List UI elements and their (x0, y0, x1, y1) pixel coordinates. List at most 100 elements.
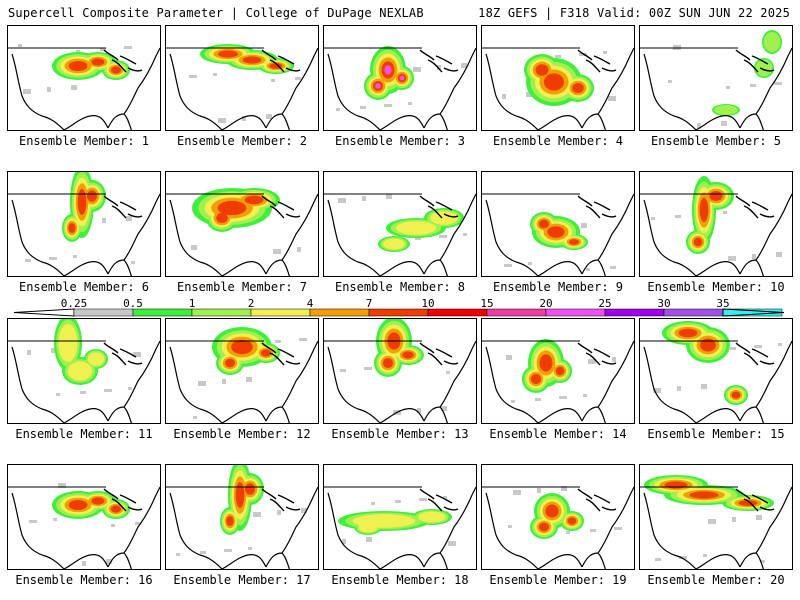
colorbar-segment (604, 308, 665, 317)
ensemble-panel-4 (481, 25, 635, 131)
us-map (640, 176, 792, 276)
low-parameter-speckles (342, 496, 456, 546)
ensemble-panel-17 (165, 464, 319, 570)
low-parameter-speckles (508, 486, 622, 534)
panel-label: Ensemble Member: 13 (331, 427, 469, 441)
colorbar-segment (663, 308, 724, 317)
great-lakes (577, 342, 617, 366)
ensemble-panel-2 (165, 25, 319, 131)
scp-field (200, 44, 294, 74)
title-left: Supercell Composite Parameter | College … (8, 6, 424, 20)
ensemble-panel-10 (639, 171, 793, 277)
coastline (11, 47, 160, 130)
ensemble-panel-1 (7, 25, 161, 131)
us-map (482, 486, 634, 569)
scp-field (530, 212, 588, 250)
great-lakes (103, 342, 143, 366)
coastline (169, 340, 318, 423)
ensemble-panel-15 (639, 318, 793, 424)
us-map (166, 327, 318, 423)
great-lakes (103, 49, 143, 73)
ensemble-panel-12 (165, 318, 319, 424)
us-map (8, 483, 160, 569)
colorbar-tick-label: 0.5 (123, 297, 143, 310)
title-right: 18Z GEFS | F318 Valid: 00Z SUN JUN 22 20… (478, 6, 790, 20)
coastline (643, 193, 792, 276)
scp-field (686, 176, 734, 254)
coastline (485, 47, 634, 130)
great-lakes (735, 488, 775, 512)
coastline (643, 486, 792, 569)
header: Supercell Composite Parameter | College … (0, 0, 800, 24)
ensemble-panel-14 (481, 318, 635, 424)
colorbar-tick-label: 20 (539, 297, 552, 310)
ensemble-panel-16 (7, 464, 161, 570)
us-map (640, 321, 792, 423)
low-parameter-speckles (29, 483, 141, 566)
panel-label: Ensemble Member: 6 (18, 280, 150, 294)
great-lakes (735, 195, 775, 219)
scp-field (662, 321, 748, 405)
scp-field (62, 172, 106, 242)
coastline (327, 47, 476, 130)
scp-field (212, 327, 280, 375)
great-lakes (103, 195, 143, 219)
great-lakes (577, 195, 617, 219)
us-map (324, 486, 476, 569)
colorbar-tick-label: 25 (598, 297, 611, 310)
us-map (640, 475, 792, 569)
colorbar-tick-label: 10 (421, 297, 434, 310)
coastline (327, 193, 476, 276)
panel-label: Ensemble Member: 4 (492, 134, 624, 148)
ensemble-panel-9 (481, 171, 635, 277)
coastline (169, 193, 318, 276)
low-parameter-speckles (18, 44, 132, 94)
low-parameter-speckles (506, 355, 616, 403)
colorbar-tick-label: 7 (366, 297, 373, 310)
colorbar-tick-label: 1 (189, 297, 196, 310)
scp-field (52, 52, 130, 80)
great-lakes (735, 342, 775, 366)
colorbar-segment (427, 308, 488, 317)
panel-label: Ensemble Member: 5 (650, 134, 782, 148)
low-parameter-speckles (651, 211, 782, 261)
us-map (640, 30, 792, 130)
coastline (11, 486, 160, 569)
us-map (166, 465, 318, 569)
scp-field (712, 30, 782, 116)
colorbar-segment (545, 308, 606, 317)
ensemble-panel-13 (323, 318, 477, 424)
us-map (8, 172, 160, 276)
ensemble-panel-20 (639, 464, 793, 570)
panel-label: Ensemble Member: 2 (176, 134, 308, 148)
panel-label: Ensemble Member: 20 (647, 573, 785, 587)
us-map (166, 44, 318, 130)
colorbar-segment (132, 308, 193, 317)
colorbar-tick-label: 35 (716, 297, 729, 310)
great-lakes (261, 195, 301, 219)
scp-field (192, 188, 280, 232)
coastline (327, 486, 476, 569)
coastline (485, 486, 634, 569)
great-lakes (577, 49, 617, 73)
low-parameter-speckles (655, 515, 765, 563)
panel-label: Ensemble Member: 10 (647, 280, 785, 294)
scp-field (530, 493, 584, 539)
great-lakes (261, 342, 301, 366)
us-map (8, 44, 160, 130)
us-map (482, 193, 634, 276)
scp-field (364, 46, 414, 100)
great-lakes (419, 195, 459, 219)
panel-label: Ensemble Member: 14 (489, 427, 627, 441)
colorbar-right-arrow (722, 308, 785, 317)
scp-field (378, 208, 464, 252)
ensemble-panel-19 (481, 464, 635, 570)
scp-field (52, 491, 130, 519)
colorbar-tick-label: 4 (307, 297, 314, 310)
panel-label: Ensemble Member: 19 (489, 573, 627, 587)
colorbar-tick-label: 15 (480, 297, 493, 310)
us-map (482, 47, 634, 130)
scp-field (374, 319, 424, 377)
coastline (485, 193, 634, 276)
colorbar-tick-label: 0.25 (61, 297, 88, 310)
